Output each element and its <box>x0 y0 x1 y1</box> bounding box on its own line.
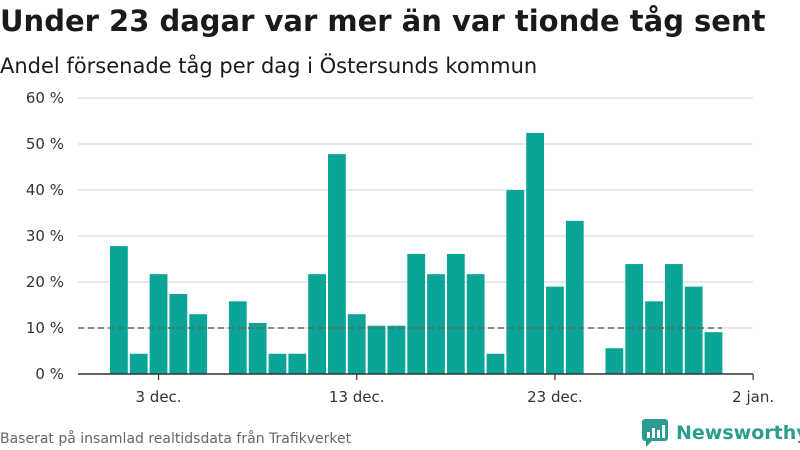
source-note: Baserat på insamlad realtidsdata från Tr… <box>0 431 352 447</box>
bar <box>288 353 307 374</box>
bar <box>347 314 366 374</box>
bar <box>268 353 287 374</box>
newsworthy-logo-icon <box>642 419 668 447</box>
bar <box>664 264 683 374</box>
x-tick-label: 13 dec. <box>329 388 385 406</box>
x-tick-label: 23 dec. <box>527 388 583 406</box>
bar <box>367 325 386 374</box>
bar <box>387 325 406 374</box>
bar <box>645 301 663 374</box>
bar <box>328 154 346 374</box>
bar <box>129 353 148 374</box>
y-tick-label: 30 % <box>26 227 64 245</box>
bar <box>248 322 267 374</box>
bar <box>427 274 445 374</box>
x-tick-label: 2 jan. <box>732 388 774 406</box>
bar <box>308 274 326 374</box>
y-tick-label: 10 % <box>26 319 64 337</box>
bar <box>466 274 485 374</box>
bar <box>486 353 505 374</box>
bars <box>110 132 723 374</box>
brand-logo-group: Newsworthy <box>642 419 800 447</box>
axes: 0 % 10 % 20 % 30 % 40 % 50 % 60 % 3 dec. 13 dec.… <box>26 89 774 406</box>
bar <box>506 190 525 374</box>
y-tick-label: 0 % <box>35 365 64 383</box>
bar <box>407 253 426 374</box>
y-tick-label: 20 % <box>26 273 64 291</box>
bar <box>605 348 624 374</box>
chart-title: Under 23 dagar var mer än var tionde tåg… <box>0 4 766 38</box>
bar <box>546 286 564 374</box>
bar <box>189 314 208 374</box>
y-tick-label: 60 % <box>26 89 64 107</box>
bar <box>228 301 247 374</box>
bar <box>149 274 168 374</box>
bar <box>684 286 703 374</box>
brand-name: Newsworthy <box>676 422 800 444</box>
chart-subtitle: Andel försenade tåg per dag i Östersunds… <box>0 54 538 78</box>
y-tick-label: 40 % <box>26 181 64 199</box>
bar <box>565 220 584 374</box>
bar <box>446 253 465 374</box>
bar <box>526 132 545 374</box>
y-tick-label: 50 % <box>26 135 64 153</box>
bar <box>625 264 644 374</box>
bar <box>169 293 188 374</box>
bar <box>704 332 723 374</box>
x-tick-label: 3 dec. <box>136 388 182 406</box>
bar <box>110 246 128 374</box>
